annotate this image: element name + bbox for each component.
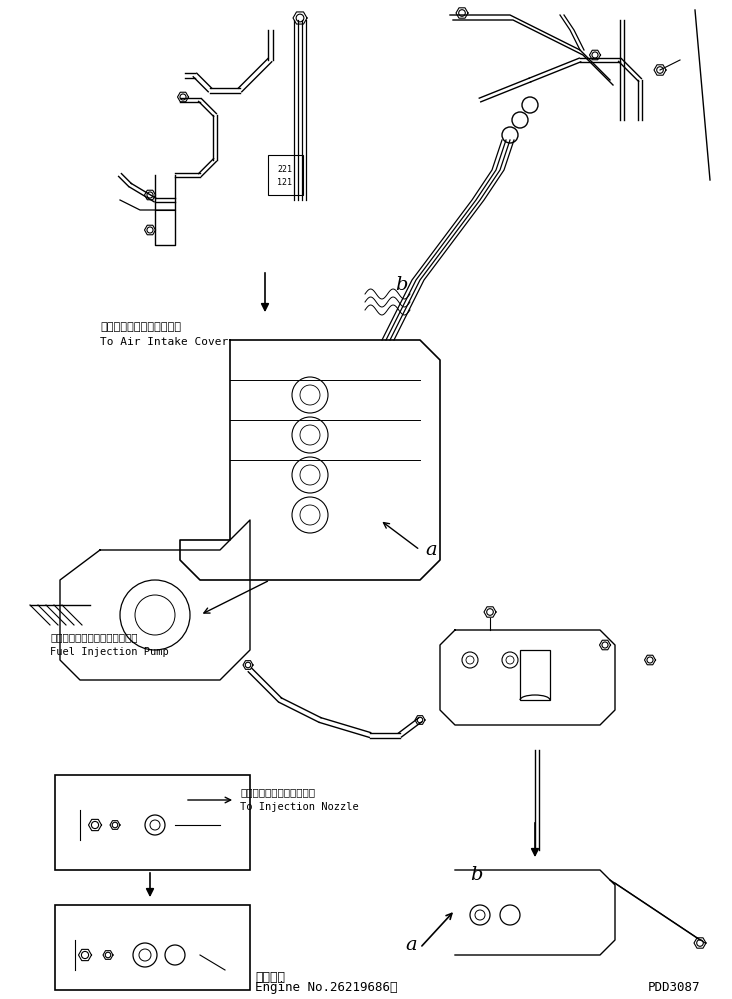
Text: フェルインジェクションポンプ: フェルインジェクションポンプ [50, 632, 138, 642]
Bar [520, 650, 550, 700]
Text: Fuel Injection Pump: Fuel Injection Pump [50, 647, 169, 657]
Text: インジェクションノズルヘ: インジェクションノズルヘ [240, 787, 315, 797]
Text: a: a [425, 541, 436, 559]
Text: b: b [470, 866, 482, 884]
Text: To Air Intake Cover: To Air Intake Cover [100, 337, 228, 347]
Text: 121: 121 [277, 178, 293, 187]
Text: Engine No.26219686～: Engine No.26219686～ [255, 981, 397, 994]
Text: a: a [405, 936, 417, 954]
Text: To Injection Nozzle: To Injection Nozzle [240, 802, 359, 812]
Bar [55, 775, 250, 870]
Text: 221: 221 [277, 165, 293, 174]
Text: b: b [395, 276, 408, 294]
Bar [55, 905, 250, 990]
Text: エアーインテークカバーヘ: エアーインテークカバーヘ [100, 322, 181, 332]
Text: 適用号機: 適用号機 [255, 971, 285, 984]
Bar [268, 155, 303, 195]
Text: PDD3087: PDD3087 [648, 981, 700, 994]
